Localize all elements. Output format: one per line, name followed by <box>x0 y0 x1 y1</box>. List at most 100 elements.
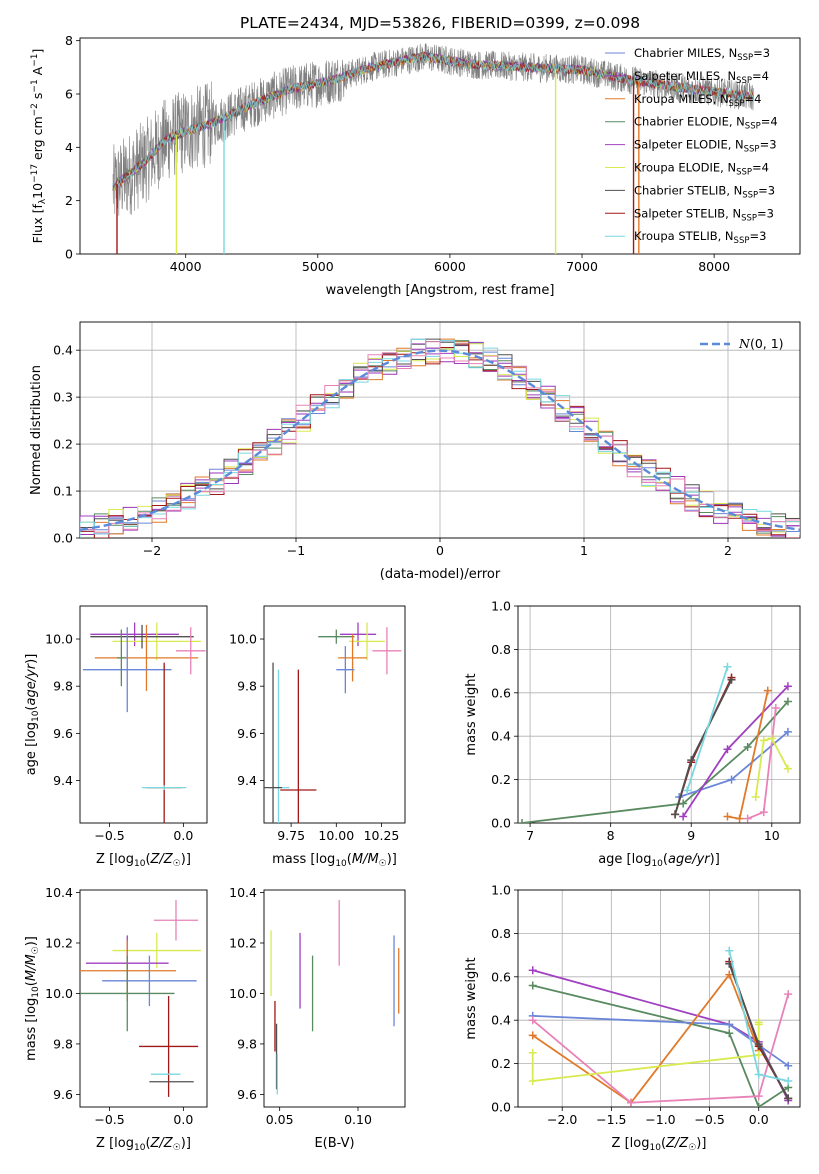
x-tick-label: 0.10 <box>344 1112 372 1127</box>
series-marker <box>783 764 792 773</box>
y-tick-label: 10.0 <box>45 632 73 647</box>
series-line <box>754 737 789 798</box>
model-spectrum-line <box>112 53 754 191</box>
series-marker <box>687 756 696 765</box>
x-tick-label: 2 <box>724 543 732 558</box>
y-tick-label: 0.6 <box>491 685 511 700</box>
y-tick-label: 9.6 <box>237 726 257 741</box>
axes-frame <box>79 889 208 1108</box>
x-tick-label: 9.75 <box>277 828 305 843</box>
series-marker <box>754 1040 763 1049</box>
series-marker <box>754 1020 763 1029</box>
series-marker <box>528 1031 537 1040</box>
y-axis-label: mass weight <box>464 673 479 755</box>
y-tick-label: 9.4 <box>237 773 257 788</box>
y-tick-label: 10.0 <box>229 632 257 647</box>
plot-area <box>80 338 800 538</box>
series-marker <box>754 1103 763 1107</box>
series-marker <box>743 743 752 752</box>
plot-area <box>518 662 792 823</box>
x-tick-label: 10.00 <box>318 828 354 843</box>
y-tick-label: 10.2 <box>229 935 257 950</box>
legend-label: Kroupa STELIB, NSSP=3 <box>634 229 766 246</box>
series-marker <box>783 697 792 706</box>
series-marker <box>725 946 734 955</box>
y-tick-label: 10.0 <box>45 986 73 1001</box>
y-tick-label: 10.4 <box>229 885 257 900</box>
y-tick-label: 0.2 <box>491 772 511 787</box>
x-axis-label: Z [log10(Z/Z☉)] <box>612 1136 707 1153</box>
series-marker <box>528 966 537 975</box>
legend-label: Chabrier ELODIE, NSSP=4 <box>634 115 778 132</box>
series-marker <box>754 1092 763 1101</box>
axes-frame <box>263 605 406 824</box>
x-tick-label: 8 <box>607 828 615 843</box>
series-marker <box>725 1020 734 1029</box>
x-tick-label: −0.5 <box>94 828 124 843</box>
series-marker <box>679 812 688 821</box>
series-marker <box>784 990 793 999</box>
y-tick-label: 10.2 <box>45 935 73 950</box>
x-tick-label: 0.0 <box>749 1112 769 1127</box>
plot-area <box>80 900 202 1097</box>
y-tick-label: 0.0 <box>491 816 511 831</box>
x-axis-label: mass [log10(M/M☉)] <box>272 852 397 869</box>
y-tick-label: 0.8 <box>491 926 511 941</box>
figure-title: PLATE=2434, MJD=53826, FIBERID=0399, z=0… <box>240 14 640 32</box>
residuals-panel: −2 −1 0 1 2 0.0 0.1 0.2 0.3 0.4 N(0, 1) (data-model… <box>29 321 801 582</box>
legend-label: Salpeter ELODIE, NSSP=3 <box>634 138 777 155</box>
x-tick-label: −1 <box>287 543 305 558</box>
y-tick-label: 0.6 <box>491 969 511 984</box>
plot-area <box>270 900 400 1095</box>
y-tick-label: 0.4 <box>491 1013 511 1028</box>
y-tick-label: 0 <box>65 247 73 262</box>
axes-frame <box>263 889 406 1108</box>
y-tick-label: 6 <box>65 87 73 102</box>
series-marker <box>723 662 732 671</box>
y-tick-label: 9.6 <box>53 726 73 741</box>
series-marker <box>759 808 768 817</box>
y-tick-label: 0.4 <box>491 729 511 744</box>
x-tick-label: 0 <box>436 543 444 558</box>
y-tick-label: 9.8 <box>53 1036 73 1051</box>
x-axis-label: E(B-V) <box>314 1136 354 1151</box>
series-marker <box>784 1076 793 1085</box>
plot-area <box>528 946 793 1107</box>
age-vs-metallicity-panel: −0.5 0.0 9.4 9.6 9.8 10.0 Z [log10(Z/Z☉)] age [… <box>24 605 208 869</box>
y-tick-label: 0.0 <box>491 1100 511 1115</box>
series-line <box>686 666 729 791</box>
y-tick-label: 9.4 <box>53 773 73 788</box>
x-tick-label: 7 <box>526 828 534 843</box>
legend-label: Chabrier STELIB, NSSP=3 <box>634 183 775 200</box>
axes-frame <box>79 605 208 824</box>
series-marker <box>754 1070 763 1079</box>
plot-area <box>112 43 754 254</box>
series-marker <box>727 675 736 684</box>
series-line <box>674 679 733 815</box>
x-tick-label: 6000 <box>434 259 466 274</box>
series-marker <box>725 1029 734 1038</box>
series-marker <box>751 792 760 801</box>
series-marker <box>783 682 792 691</box>
y-tick-label: 0.4 <box>53 343 73 358</box>
y-tick-label: 0.1 <box>53 484 73 499</box>
age-vs-mass-panel: 9.75 10.00 10.25 9.4 9.6 9.8 10.0 mass [log10(M… <box>229 605 406 869</box>
mass-vs-ebv-panel: 0.05 0.10 9.6 9.8 10.0 10.2 10.4 E(B-V) <box>229 885 406 1151</box>
y-tick-label: 0.3 <box>53 390 73 405</box>
x-axis-label: Z [log10(Z/Z☉)] <box>96 1136 191 1153</box>
series-line <box>521 700 789 823</box>
x-tick-label: 7000 <box>566 259 598 274</box>
y-tick-label: 9.8 <box>237 679 257 694</box>
y-axis-label: mass [log10(M/M☉)] <box>24 936 41 1061</box>
y-tick-label: 9.8 <box>53 679 73 694</box>
y-tick-label: 0.8 <box>491 642 511 657</box>
y-tick-label: 9.6 <box>237 1087 257 1102</box>
plot-area <box>264 622 402 823</box>
series-marker <box>723 745 732 754</box>
series-marker <box>759 736 768 745</box>
y-tick-label: 9.8 <box>237 1036 257 1051</box>
y-tick-label: 8 <box>65 33 73 48</box>
spectrum-panel: 4000 5000 6000 7000 8000 0 2 4 6 8 wavelength [Ang… <box>30 33 801 298</box>
series-marker <box>783 727 792 736</box>
